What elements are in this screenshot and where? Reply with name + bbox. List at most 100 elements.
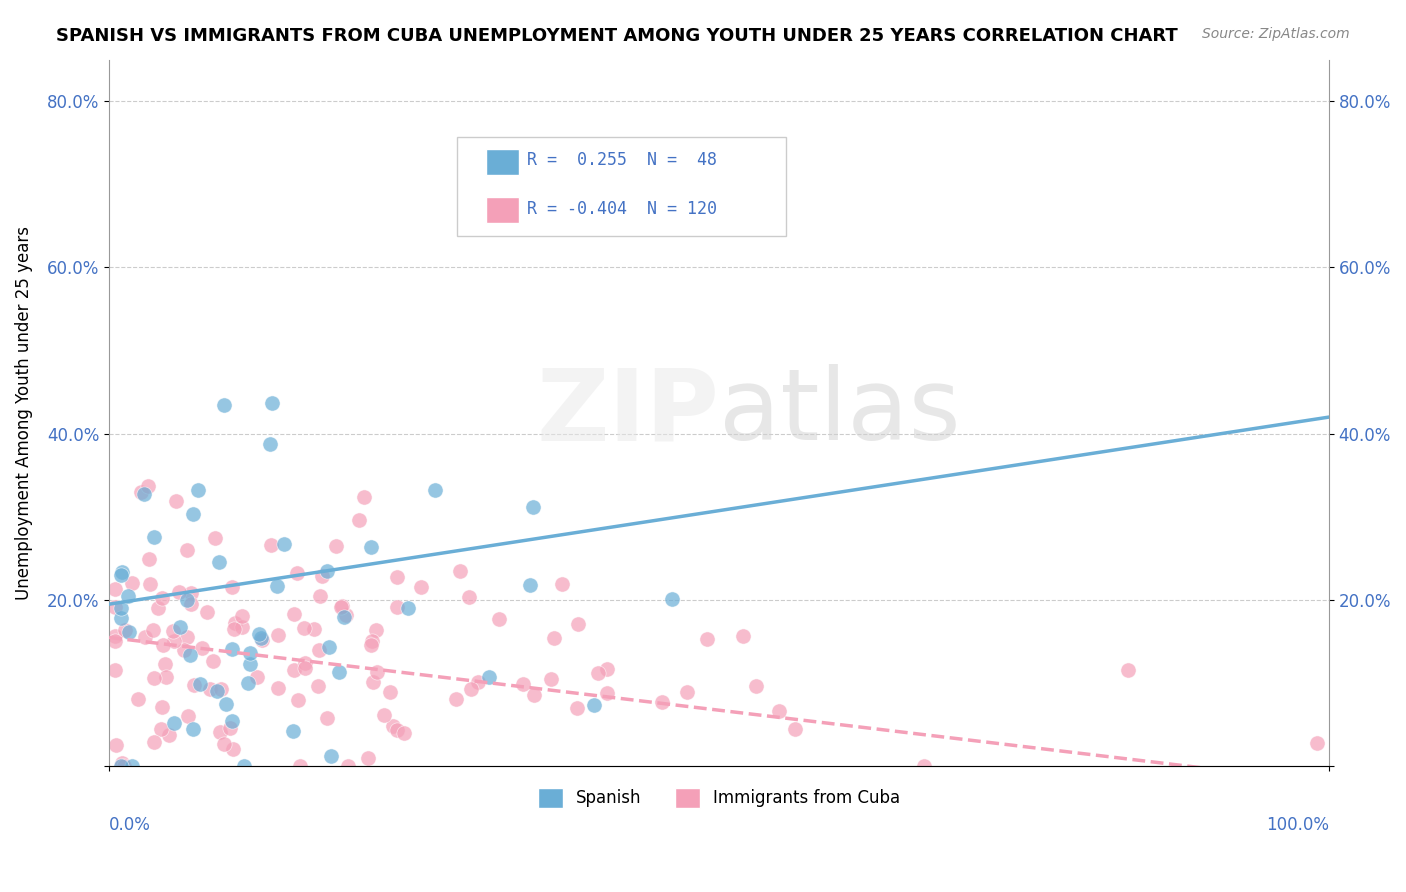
Point bbox=[173, 643, 195, 657]
Legend: Spanish, Immigrants from Cuba: Spanish, Immigrants from Cuba bbox=[531, 780, 907, 814]
Point bbox=[328, 665, 350, 679]
Point bbox=[387, 570, 409, 584]
Text: 0.0%: 0.0% bbox=[110, 816, 150, 834]
Point bbox=[250, 633, 273, 648]
Point bbox=[224, 622, 246, 636]
Point bbox=[179, 648, 201, 663]
Point bbox=[169, 585, 191, 599]
Point bbox=[118, 624, 141, 639]
Point bbox=[360, 633, 382, 648]
Point bbox=[361, 674, 384, 689]
Point bbox=[127, 691, 149, 706]
Point bbox=[104, 582, 127, 596]
Point bbox=[157, 728, 180, 742]
Point bbox=[565, 701, 588, 715]
Point bbox=[181, 507, 204, 521]
Point bbox=[281, 723, 304, 738]
Point bbox=[208, 725, 231, 739]
Point bbox=[409, 580, 432, 594]
Point bbox=[1305, 736, 1327, 750]
Point bbox=[183, 678, 205, 692]
Point bbox=[114, 623, 136, 637]
Point bbox=[139, 577, 162, 591]
Point bbox=[316, 564, 339, 578]
Point bbox=[381, 719, 404, 733]
Point bbox=[143, 734, 166, 748]
Point bbox=[163, 716, 186, 731]
Point bbox=[110, 759, 132, 773]
Point bbox=[385, 599, 408, 614]
Point bbox=[385, 723, 408, 737]
Point bbox=[129, 484, 152, 499]
Point bbox=[423, 483, 446, 498]
Point bbox=[768, 704, 790, 718]
Point bbox=[267, 681, 290, 696]
Point bbox=[311, 569, 333, 583]
Point bbox=[121, 759, 143, 773]
Point bbox=[785, 723, 807, 737]
Point bbox=[222, 742, 245, 756]
Point bbox=[202, 654, 225, 668]
Text: atlas: atlas bbox=[718, 365, 960, 461]
Point bbox=[394, 725, 416, 739]
Point bbox=[221, 642, 243, 657]
Point bbox=[221, 580, 243, 594]
Point bbox=[231, 620, 253, 634]
Point bbox=[292, 621, 315, 635]
Point bbox=[329, 599, 352, 614]
Point bbox=[209, 682, 232, 697]
Point bbox=[104, 663, 127, 677]
Text: R = -0.404  N = 120: R = -0.404 N = 120 bbox=[527, 201, 717, 219]
Point bbox=[110, 601, 132, 615]
Point bbox=[396, 601, 419, 615]
Point bbox=[260, 396, 283, 410]
Text: 100.0%: 100.0% bbox=[1265, 816, 1329, 834]
Point bbox=[287, 693, 309, 707]
Text: SPANISH VS IMMIGRANTS FROM CUBA UNEMPLOYMENT AMONG YOUTH UNDER 25 YEARS CORRELAT: SPANISH VS IMMIGRANTS FROM CUBA UNEMPLOY… bbox=[56, 27, 1178, 45]
Point bbox=[134, 630, 156, 644]
Point bbox=[1116, 663, 1139, 677]
Point bbox=[380, 685, 402, 699]
Point bbox=[153, 657, 176, 671]
Point bbox=[143, 530, 166, 544]
Point bbox=[366, 624, 388, 638]
Point bbox=[233, 759, 256, 773]
Point bbox=[143, 671, 166, 685]
Point bbox=[236, 675, 259, 690]
Point bbox=[449, 564, 471, 578]
Point bbox=[152, 700, 174, 714]
Point bbox=[165, 493, 187, 508]
Point bbox=[467, 675, 489, 690]
Point bbox=[744, 680, 766, 694]
Point bbox=[146, 601, 169, 615]
Point bbox=[290, 759, 312, 773]
Point bbox=[205, 684, 228, 698]
Point bbox=[150, 591, 173, 606]
Point bbox=[260, 538, 283, 552]
Point bbox=[239, 657, 262, 671]
Point bbox=[294, 656, 316, 670]
Point bbox=[583, 698, 606, 712]
Point bbox=[373, 707, 395, 722]
Point bbox=[183, 722, 205, 736]
Point bbox=[104, 600, 127, 615]
Point bbox=[104, 629, 127, 643]
Point bbox=[104, 634, 127, 648]
Point bbox=[315, 711, 337, 725]
Point bbox=[191, 641, 214, 656]
Point bbox=[567, 616, 589, 631]
Point bbox=[187, 483, 209, 497]
Point bbox=[162, 624, 184, 639]
Text: ZIP: ZIP bbox=[536, 365, 718, 461]
Point bbox=[155, 670, 177, 684]
Point bbox=[309, 590, 332, 604]
Point bbox=[110, 567, 132, 582]
Point bbox=[162, 634, 184, 648]
Point bbox=[188, 677, 211, 691]
Point bbox=[522, 500, 544, 514]
Y-axis label: Unemployment Among Youth under 25 years: Unemployment Among Youth under 25 years bbox=[15, 226, 32, 600]
Point bbox=[238, 646, 260, 660]
Point bbox=[110, 610, 132, 624]
Point bbox=[121, 575, 143, 590]
Point bbox=[285, 566, 308, 580]
